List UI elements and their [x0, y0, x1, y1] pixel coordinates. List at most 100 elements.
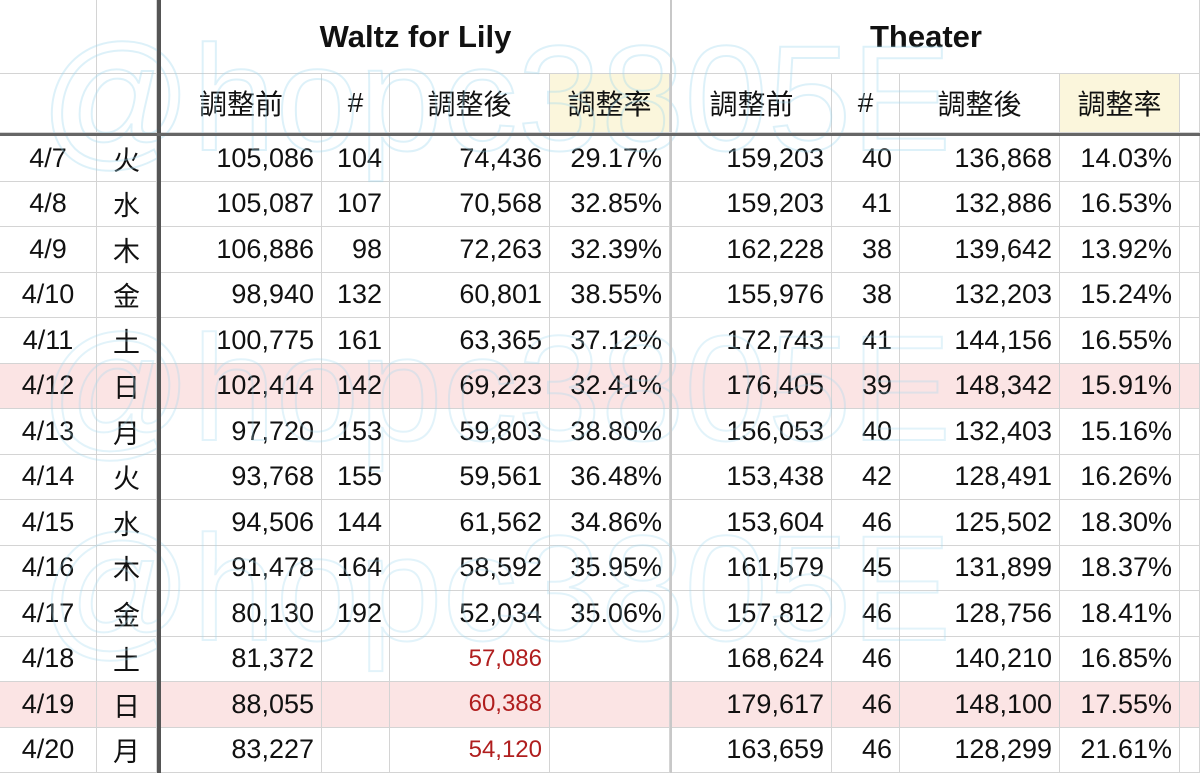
waltz-rate-cell[interactable]: 36.48% [550, 454, 670, 500]
waltz-before-cell[interactable]: 81,372 [161, 636, 322, 682]
waltz-before-cell[interactable]: 94,506 [161, 500, 322, 546]
edge-cell[interactable] [1180, 727, 1200, 773]
waltz-rate-cell[interactable]: 32.39% [550, 227, 670, 273]
theater-count-cell[interactable]: 40 [832, 136, 900, 182]
theater-before-cell[interactable]: 157,812 [672, 591, 832, 637]
waltz-after-cell[interactable]: 58,592 [390, 545, 550, 591]
waltz-rate-cell[interactable] [550, 727, 670, 773]
date-cell[interactable]: 4/10 [0, 272, 97, 318]
waltz-before-cell[interactable]: 93,768 [161, 454, 322, 500]
theater-before-cell[interactable]: 159,203 [672, 136, 832, 182]
date-cell[interactable]: 4/18 [0, 636, 97, 682]
waltz-after-cell[interactable]: 72,263 [390, 227, 550, 273]
theater-after-header[interactable]: 調整後 [900, 74, 1060, 133]
theater-before-header[interactable]: 調整前 [672, 74, 832, 133]
date-cell[interactable]: 4/17 [0, 591, 97, 637]
dow-cell[interactable]: 土 [97, 636, 157, 682]
theater-rate-cell[interactable]: 17.55% [1060, 682, 1180, 728]
waltz-count-cell[interactable] [322, 727, 390, 773]
waltz-rate-cell[interactable]: 32.41% [550, 363, 670, 409]
theater-count-cell[interactable]: 38 [832, 272, 900, 318]
waltz-after-header[interactable]: 調整後 [390, 74, 550, 133]
waltz-count-cell[interactable] [322, 636, 390, 682]
waltz-rate-cell[interactable]: 29.17% [550, 136, 670, 182]
theater-before-cell[interactable]: 176,405 [672, 363, 832, 409]
theater-rate-cell[interactable]: 16.55% [1060, 318, 1180, 364]
theater-before-cell[interactable]: 162,228 [672, 227, 832, 273]
waltz-count-cell[interactable] [322, 682, 390, 728]
theater-count-cell[interactable]: 46 [832, 500, 900, 546]
theater-after-cell[interactable]: 148,342 [900, 363, 1060, 409]
theater-count-cell[interactable]: 39 [832, 363, 900, 409]
theater-after-cell[interactable]: 139,642 [900, 227, 1060, 273]
waltz-rate-cell[interactable]: 37.12% [550, 318, 670, 364]
theater-count-header[interactable]: # [832, 74, 900, 133]
dow-cell[interactable]: 水 [97, 500, 157, 546]
waltz-rate-cell[interactable] [550, 636, 670, 682]
theater-count-cell[interactable]: 46 [832, 727, 900, 773]
theater-after-cell[interactable]: 132,886 [900, 181, 1060, 227]
waltz-rate-cell[interactable]: 35.95% [550, 545, 670, 591]
theater-rate-cell[interactable]: 13.92% [1060, 227, 1180, 273]
edge-cell[interactable] [1180, 363, 1200, 409]
waltz-rate-header[interactable]: 調整率 [550, 74, 670, 133]
waltz-before-cell[interactable]: 91,478 [161, 545, 322, 591]
dow-cell[interactable]: 土 [97, 318, 157, 364]
edge-cell[interactable] [1180, 318, 1200, 364]
theater-after-cell[interactable]: 128,756 [900, 591, 1060, 637]
waltz-after-cell[interactable]: 59,803 [390, 409, 550, 455]
corner-cell-1[interactable] [0, 0, 97, 74]
dow-cell[interactable]: 日 [97, 363, 157, 409]
theater-after-cell[interactable]: 131,899 [900, 545, 1060, 591]
theater-rate-cell[interactable]: 15.91% [1060, 363, 1180, 409]
waltz-before-cell[interactable]: 88,055 [161, 682, 322, 728]
waltz-rate-cell[interactable]: 34.86% [550, 500, 670, 546]
theater-after-cell[interactable]: 140,210 [900, 636, 1060, 682]
waltz-rate-cell[interactable]: 38.80% [550, 409, 670, 455]
date-cell[interactable]: 4/12 [0, 363, 97, 409]
waltz-count-cell[interactable]: 192 [322, 591, 390, 637]
theater-count-cell[interactable]: 45 [832, 545, 900, 591]
dow-cell[interactable]: 月 [97, 727, 157, 773]
dow-cell[interactable]: 日 [97, 682, 157, 728]
waltz-after-cell[interactable]: 60,388 [390, 682, 550, 728]
date-cell[interactable]: 4/11 [0, 318, 97, 364]
waltz-rate-cell[interactable] [550, 682, 670, 728]
date-cell[interactable]: 4/19 [0, 682, 97, 728]
theater-after-cell[interactable]: 128,299 [900, 727, 1060, 773]
theater-before-cell[interactable]: 161,579 [672, 545, 832, 591]
edge-cell[interactable] [1180, 0, 1200, 74]
dow-cell[interactable]: 火 [97, 454, 157, 500]
dow-cell[interactable]: 月 [97, 409, 157, 455]
edge-cell[interactable] [1180, 409, 1200, 455]
theater-after-cell[interactable]: 132,403 [900, 409, 1060, 455]
theater-before-cell[interactable]: 159,203 [672, 181, 832, 227]
waltz-after-cell[interactable]: 61,562 [390, 500, 550, 546]
theater-after-cell[interactable]: 132,203 [900, 272, 1060, 318]
theater-before-cell[interactable]: 153,604 [672, 500, 832, 546]
theater-count-cell[interactable]: 41 [832, 318, 900, 364]
theater-rate-cell[interactable]: 18.30% [1060, 500, 1180, 546]
waltz-count-cell[interactable]: 132 [322, 272, 390, 318]
waltz-after-cell[interactable]: 54,120 [390, 727, 550, 773]
theater-count-cell[interactable]: 46 [832, 682, 900, 728]
theater-rate-cell[interactable]: 16.53% [1060, 181, 1180, 227]
theater-before-cell[interactable]: 168,624 [672, 636, 832, 682]
waltz-before-cell[interactable]: 105,086 [161, 136, 322, 182]
theater-before-cell[interactable]: 156,053 [672, 409, 832, 455]
waltz-count-cell[interactable]: 155 [322, 454, 390, 500]
dow-cell[interactable]: 金 [97, 591, 157, 637]
edge-cell[interactable] [1180, 74, 1200, 133]
theater-after-cell[interactable]: 148,100 [900, 682, 1060, 728]
waltz-after-cell[interactable]: 69,223 [390, 363, 550, 409]
waltz-after-cell[interactable]: 57,086 [390, 636, 550, 682]
edge-cell[interactable] [1180, 545, 1200, 591]
dow-header-cell[interactable] [97, 74, 157, 133]
edge-cell[interactable] [1180, 181, 1200, 227]
theater-rate-cell[interactable]: 16.26% [1060, 454, 1180, 500]
waltz-before-cell[interactable]: 106,886 [161, 227, 322, 273]
edge-cell[interactable] [1180, 272, 1200, 318]
corner-cell-2[interactable] [97, 0, 157, 74]
date-cell[interactable]: 4/13 [0, 409, 97, 455]
theater-count-cell[interactable]: 46 [832, 591, 900, 637]
